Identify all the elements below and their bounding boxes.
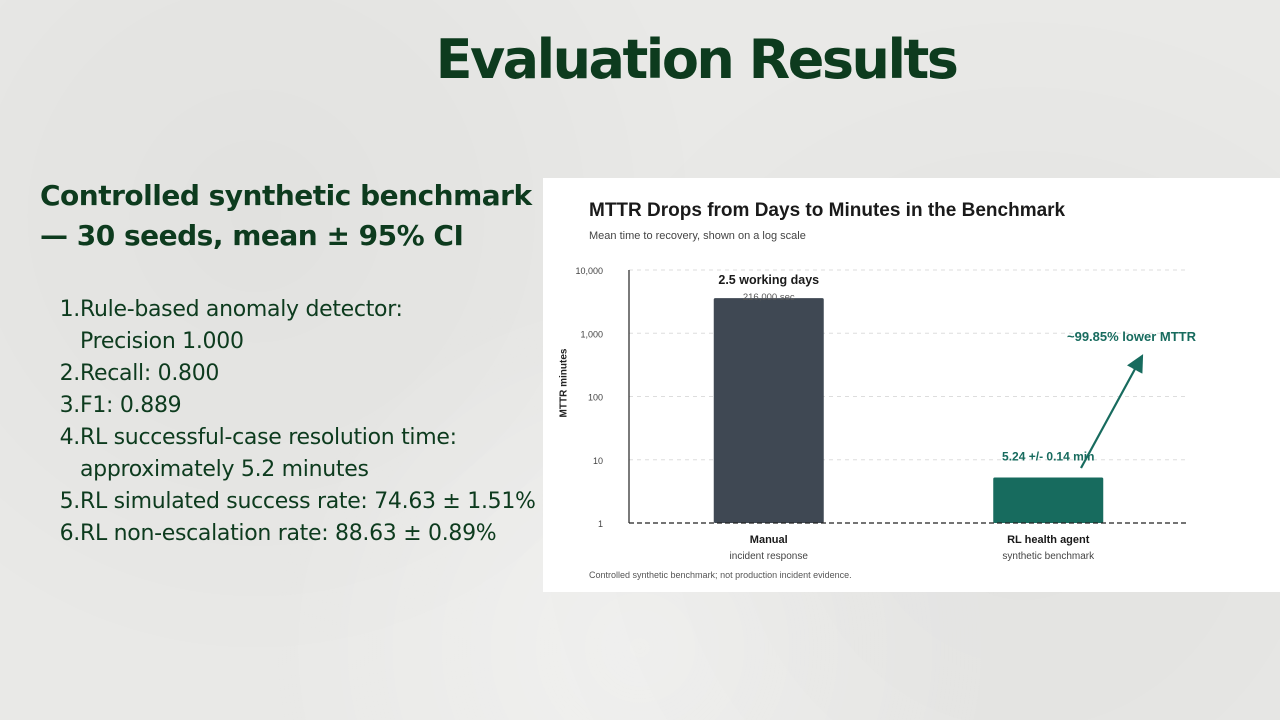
heading-line-1: Controlled synthetic benchmark — [40, 179, 532, 212]
item-text: F1: 0.889 — [80, 393, 182, 418]
mttr-chart-card: 1 10 100 1,000 10,000 2.5 working days 216,000… — [543, 178, 1280, 592]
item-number: 6. — [59, 521, 81, 546]
chart-footnote: Controlled synthetic benchmark; not prod… — [589, 570, 852, 580]
data-label: 5.24 +/- 0.14 min — [1002, 450, 1094, 464]
heading-line-2: — 30 seeds, mean ± 95% CI — [40, 219, 464, 252]
x-tick-label: RL health agent — [1007, 534, 1090, 546]
annotation-arrow — [1080, 354, 1144, 469]
list-item: 6. RL non-escalation rate: 88.63 ± 0.89% — [58, 518, 548, 550]
item-number: 1. — [59, 297, 81, 322]
item-text: RL simulated success rate: 74.63 ± 1.51% — [80, 489, 536, 514]
list-item: 3. F1: 0.889 — [58, 390, 548, 422]
y-axis-label: MTTR minutes — [558, 348, 570, 418]
y-tick-label: 1 — [598, 519, 603, 529]
list-item: 5. RL simulated success rate: 74.63 ± 1.5… — [58, 486, 548, 518]
item-number: 5. — [59, 489, 81, 514]
y-tick-label: 10 — [593, 456, 603, 466]
y-tick-label: 1,000 — [580, 329, 603, 339]
item-text: Rule-based anomaly detector: Precision 1… — [80, 297, 403, 354]
chart-title: MTTR Drops from Days to Minutes in the B… — [589, 200, 1066, 221]
findings-list: 1. Rule-based anomaly detector: Precision… — [58, 294, 548, 550]
bar — [993, 477, 1104, 523]
item-text: RL successful-case resolution time: appr… — [80, 425, 457, 482]
data-label: 2.5 working days — [718, 273, 819, 287]
chart-subtitle: Mean time to recovery, shown on a log sc… — [589, 230, 806, 242]
item-number: 4. — [59, 425, 81, 450]
y-tick-label: 100 — [588, 393, 603, 403]
item-text: Recall: 0.800 — [80, 361, 220, 386]
item-text: RL non-escalation rate: 88.63 ± 0.89% — [80, 521, 497, 546]
x-tick-sublabel: incident response — [730, 551, 809, 562]
y-tick-label: 10,000 — [575, 266, 603, 276]
x-tick-label: Manual — [750, 534, 788, 546]
annotation-text: ~99.85% lower MTTR — [1067, 329, 1197, 344]
item-number: 2. — [59, 361, 81, 386]
data-label-secondary: 216,000 sec — [743, 292, 795, 303]
list-item: 4. RL successful-case resolution time: ap… — [58, 422, 548, 486]
list-item: 2. Recall: 0.800 — [58, 358, 548, 390]
x-tick-sublabel: synthetic benchmark — [1002, 551, 1095, 562]
slide-title: Evaluation Results — [435, 28, 959, 91]
mttr-chart: 1 10 100 1,000 10,000 2.5 working days 216,000… — [575, 266, 1197, 562]
list-item: 1. Rule-based anomaly detector: Precision… — [58, 294, 548, 358]
item-number: 3. — [59, 393, 81, 418]
bar — [713, 298, 824, 523]
benchmark-heading: Controlled synthetic benchmark — 30 seed… — [40, 176, 540, 256]
